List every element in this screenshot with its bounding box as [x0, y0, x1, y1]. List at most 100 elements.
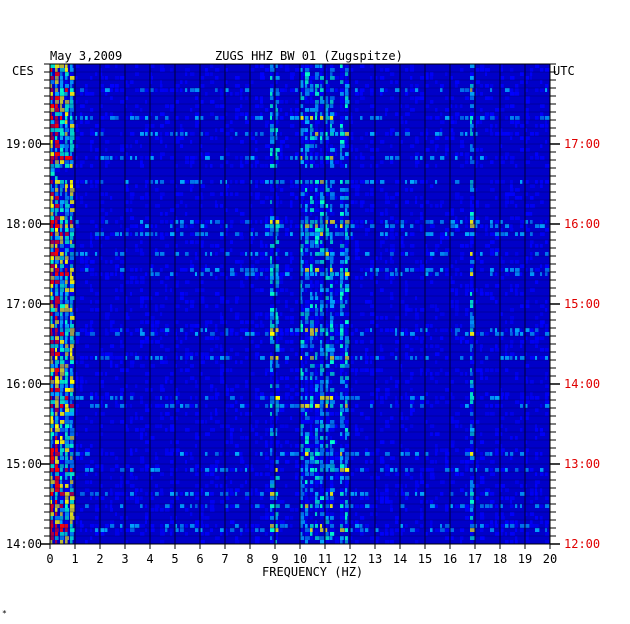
spectrogram-cell	[515, 164, 518, 168]
spectrogram-cell	[300, 320, 303, 324]
spectrogram-cell	[70, 352, 73, 356]
spectrogram-cell	[505, 344, 509, 348]
spectrogram-cell	[245, 464, 250, 468]
spectrogram-cell	[275, 156, 279, 160]
spectrogram-cell	[185, 156, 189, 160]
spectrogram-cell	[465, 508, 470, 512]
spectrogram-cell	[530, 132, 535, 136]
spectrogram-cell	[135, 184, 138, 188]
spectrogram-cell	[330, 516, 334, 520]
spectrogram-cell	[435, 308, 439, 312]
spectrogram-cell	[545, 240, 548, 244]
spectrogram-cell	[65, 456, 69, 460]
spectrogram-cell	[85, 428, 88, 432]
spectrogram-cell	[245, 96, 248, 100]
spectrogram-cell	[390, 404, 393, 408]
spectrogram-cell	[540, 220, 543, 224]
spectrogram-cell	[320, 200, 325, 204]
spectrogram-cell	[120, 88, 125, 92]
spectrogram-cell	[320, 260, 325, 264]
spectrogram-cell	[145, 312, 150, 316]
spectrogram-cell	[175, 356, 178, 360]
spectrogram-cell	[70, 368, 73, 372]
spectrogram-cell	[320, 252, 325, 256]
spectrogram-cell	[340, 280, 343, 284]
spectrogram-cell	[250, 256, 254, 260]
spectrogram-cell	[355, 256, 360, 260]
spectrogram-cell	[385, 232, 388, 236]
spectrogram-cell	[490, 88, 493, 92]
spectrogram-cell	[340, 264, 344, 268]
spectrogram-cell	[500, 496, 504, 500]
spectrogram-cell	[395, 112, 399, 116]
spectrogram-cell	[70, 180, 73, 184]
spectrogram-cell	[120, 504, 124, 508]
spectrogram-cell	[330, 260, 334, 264]
spectrogram-cell	[50, 416, 54, 420]
spectrogram-cell	[105, 112, 108, 116]
spectrogram-cell	[250, 328, 255, 332]
spectrogram-cell	[200, 508, 205, 512]
spectrogram-cell	[305, 220, 309, 224]
spectrogram-cell	[310, 508, 313, 512]
spectrogram-cell	[175, 440, 179, 444]
spectrogram-cell	[80, 116, 83, 120]
spectrogram-cell	[55, 464, 58, 468]
spectrogram-cell	[515, 216, 520, 220]
spectrogram-cell	[245, 88, 250, 92]
spectrogram-cell	[530, 380, 534, 384]
spectrogram-cell	[65, 460, 70, 464]
spectrogram-cell	[345, 476, 350, 480]
spectrogram-cell	[200, 492, 203, 496]
spectrogram-cell	[60, 352, 64, 356]
spectrogram-cell	[320, 212, 324, 216]
spectrogram-cell	[355, 88, 358, 92]
spectrogram-cell	[60, 272, 64, 276]
spectrogram-cell	[90, 76, 93, 80]
spectrogram-cell	[300, 160, 304, 164]
spectrogram-cell	[105, 64, 110, 68]
spectrogram-cell	[120, 388, 125, 392]
spectrogram-cell	[335, 536, 340, 540]
spectrogram-cell	[330, 388, 335, 392]
spectrogram-cell	[195, 180, 199, 184]
spectrogram-cell	[530, 356, 535, 360]
spectrogram-cell	[140, 248, 143, 252]
spectrogram-cell	[175, 220, 179, 224]
spectrogram-cell	[340, 96, 344, 100]
spectrogram-cell	[265, 120, 270, 124]
spectrogram-cell	[450, 288, 455, 292]
spectrogram-cell	[320, 336, 323, 340]
spectrogram-cell	[365, 448, 368, 452]
spectrogram-cell	[490, 452, 493, 456]
spectrogram-cell	[275, 128, 279, 132]
spectrogram-cell	[355, 148, 359, 152]
spectrogram-cell	[380, 252, 383, 256]
spectrogram-cell	[245, 272, 250, 276]
spectrogram-cell	[110, 232, 115, 236]
spectrogram-cell	[370, 292, 374, 296]
spectrogram-cell	[225, 528, 228, 532]
spectrogram-cell	[130, 268, 134, 272]
spectrogram-cell	[270, 304, 275, 308]
spectrogram-cell	[135, 492, 138, 496]
spectrogram-cell	[150, 268, 153, 272]
spectrogram-cell	[80, 376, 84, 380]
spectrogram-cell	[325, 456, 329, 460]
spectrogram-cell	[450, 128, 454, 132]
spectrogram-cell	[85, 448, 90, 452]
spectrogram-cell	[60, 424, 63, 428]
spectrogram-cell	[345, 196, 349, 200]
spectrogram-cell	[150, 404, 153, 408]
spectrogram-cell	[305, 208, 308, 212]
spectrogram-cell	[60, 488, 63, 492]
spectrogram-cell	[520, 196, 523, 200]
spectrogram-cell	[155, 340, 160, 344]
spectrogram-cell	[425, 164, 429, 168]
spectrogram-cell	[175, 116, 179, 120]
spectrogram-cell	[535, 156, 540, 160]
spectrogram-cell	[310, 364, 315, 368]
spectrogram-cell	[215, 460, 220, 464]
spectrogram-cell	[280, 272, 285, 276]
spectrogram-cell	[435, 396, 438, 400]
